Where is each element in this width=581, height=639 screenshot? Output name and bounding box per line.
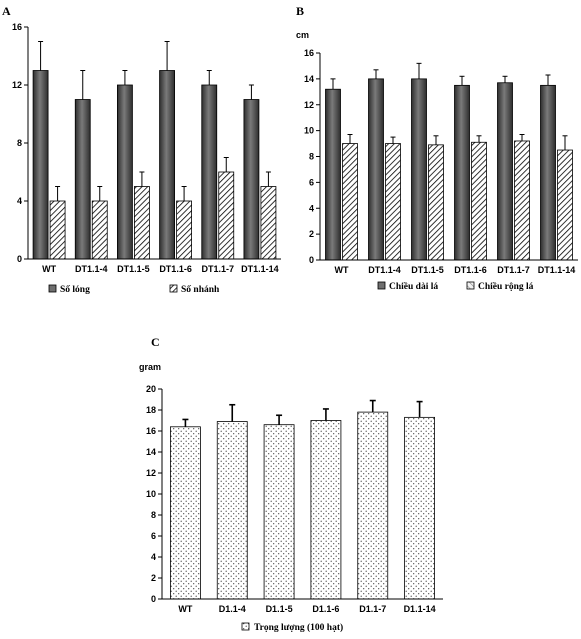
x-category-label: DT1.1-5	[117, 264, 150, 274]
bar	[385, 143, 401, 261]
bar	[49, 200, 66, 260]
y-tick-label: 0	[151, 594, 156, 604]
legend-swatch	[466, 281, 475, 290]
bar	[325, 88, 341, 261]
y-tick-label: 6	[151, 531, 156, 541]
bar	[557, 149, 573, 261]
y-axis-unit: cm	[296, 30, 309, 40]
y-tick-label: 0	[309, 255, 314, 265]
x-category-label: DT1.1-14	[241, 264, 279, 274]
bar	[411, 78, 427, 261]
bar	[243, 99, 260, 260]
bar	[540, 84, 556, 261]
y-tick-label: 4	[151, 552, 156, 562]
y-tick-label: 0	[17, 254, 22, 264]
y-axis-unit: gram	[139, 362, 161, 372]
x-category-label: D1.1-7	[359, 604, 386, 614]
y-tick-label: 20	[146, 384, 156, 394]
y-tick-label: 2	[151, 573, 156, 583]
y-tick-label: 12	[146, 468, 156, 478]
y-tick-label: 18	[146, 405, 156, 415]
y-tick-label: 12	[12, 80, 22, 90]
bar	[471, 141, 487, 261]
panel-c-letter: C	[151, 335, 160, 349]
legend-label: Số lóng	[60, 284, 90, 295]
legend-label: Chiều dài lá	[389, 281, 438, 292]
y-tick-label: 10	[304, 126, 314, 136]
y-tick-label: 6	[309, 177, 314, 187]
x-category-label: DT1.1-7	[497, 265, 530, 275]
panel-b-letter: B	[296, 4, 304, 18]
bar	[454, 84, 470, 261]
x-category-label: D1.1-4	[219, 604, 246, 614]
y-tick-label: 8	[17, 138, 22, 148]
x-category-label: DT1.1-4	[75, 264, 108, 274]
legend-swatch	[377, 281, 386, 290]
bar	[218, 171, 235, 260]
y-tick-label: 4	[309, 203, 314, 213]
legend-label: Trọng lượng (100 hạt)	[254, 622, 343, 633]
legend-swatch	[169, 284, 178, 293]
bar	[201, 84, 218, 260]
x-category-label: DT1.1-6	[454, 265, 487, 275]
bar	[514, 140, 530, 261]
bar	[74, 99, 91, 260]
chart-b: 0 2 4 6 8 10 12 14 16 cm WT DT1.1-4 DT1.1-5 DT1.1-6 DT…	[296, 30, 578, 292]
y-tick-label: 16	[146, 426, 156, 436]
bar	[216, 421, 248, 600]
x-category-label: WT	[178, 604, 192, 614]
bar	[260, 186, 277, 260]
y-tick-label: 8	[309, 152, 314, 162]
legend-swatch	[241, 622, 250, 631]
bar	[134, 186, 150, 260]
y-tick-label: 8	[151, 510, 156, 520]
chart-c: 0 2 4 6 8 10 12 14 16 18 20 gram WT D1.1-4 D1.1-5 D1.1-…	[139, 362, 443, 633]
bar	[170, 426, 201, 600]
x-category-label: DT1.1-5	[411, 265, 444, 275]
x-category-label: D1.1-14	[404, 604, 436, 614]
bar	[357, 411, 389, 600]
panel-a-letter: A	[2, 4, 11, 18]
y-tick-label: 14	[304, 74, 314, 84]
legend-label: Số nhánh	[181, 284, 220, 295]
x-category-label: DT1.1-7	[201, 264, 234, 274]
bar	[176, 200, 192, 260]
y-tick-label: 16	[304, 48, 314, 58]
bar	[159, 70, 175, 260]
x-category-label: DT1.1-6	[159, 264, 192, 274]
legend-label: Chiều rộng lá	[478, 281, 534, 292]
bar	[117, 84, 133, 260]
bar	[263, 424, 295, 600]
x-category-label: DT1.1-14	[538, 265, 576, 275]
x-category-label: WT	[42, 264, 56, 274]
bar	[497, 82, 513, 261]
y-tick-label: 16	[12, 22, 22, 32]
bar	[404, 416, 435, 600]
bar	[368, 78, 384, 261]
x-category-label: D1.1-5	[266, 604, 293, 614]
bar	[428, 144, 444, 261]
y-tick-label: 14	[146, 447, 156, 457]
x-category-label: D1.1-6	[312, 604, 339, 614]
bar	[32, 70, 49, 260]
bar	[91, 200, 108, 260]
y-tick-label: 10	[146, 489, 156, 499]
bar	[342, 143, 358, 261]
y-tick-label: 12	[304, 100, 314, 110]
y-tick-label: 2	[309, 229, 314, 239]
x-category-label: WT	[335, 265, 349, 275]
x-category-label: DT1.1-4	[368, 265, 401, 275]
y-tick-label: 4	[17, 196, 22, 206]
legend-swatch	[48, 284, 57, 293]
bar	[310, 420, 342, 600]
chart-a: 0 4 8 12 16 WT DT1.1-4 DT1.1-5 DT1.1-6 DT1.1-7 DT1…	[12, 22, 281, 295]
